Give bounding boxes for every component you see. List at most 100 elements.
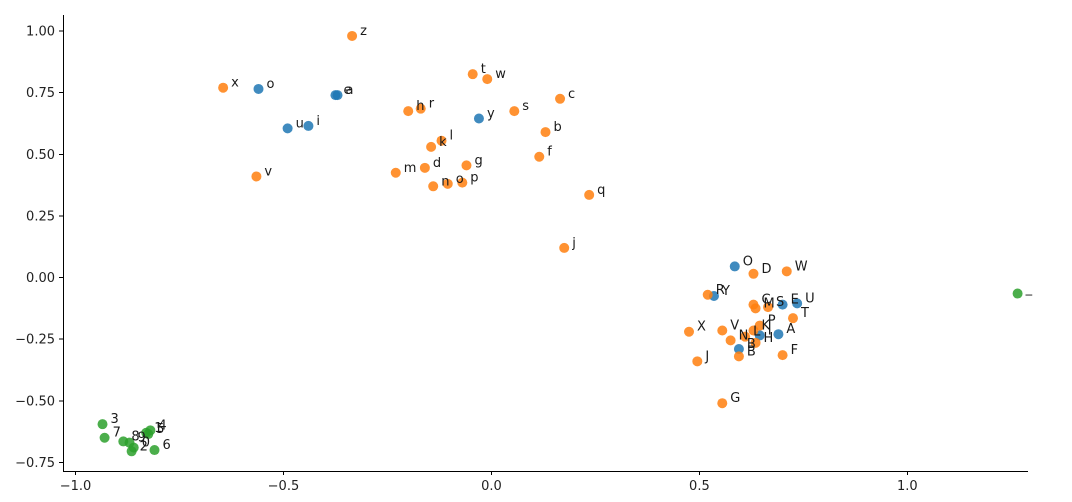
scatter-point [126,446,137,457]
scatter-point [692,356,703,367]
point-label: U [805,291,815,306]
scatter-point [777,350,788,361]
scatter-point [332,90,343,101]
point-label: a [346,83,354,98]
scatter-point [251,171,262,182]
point-label: _ [1025,282,1033,297]
scatter-point [750,337,761,348]
scatter-point [781,266,792,277]
point-label: 3 [111,412,119,427]
point-label: i [316,114,320,129]
point-label: b [554,120,562,135]
point-label: f [547,145,552,160]
x-tick-label: −0.5 [268,479,300,494]
x-tick-label: 0.0 [481,479,502,494]
point-label: d [433,156,441,171]
point-label: P [768,314,776,329]
scatter-point [436,135,447,146]
point-label: g [474,153,482,168]
y-tick-label: −0.75 [15,456,55,471]
point-label: p [470,171,478,186]
point-label: G [730,391,740,406]
scatter-point [145,425,156,436]
scatter-point [403,106,414,117]
point-label: r [429,97,435,112]
point-label: j [571,236,576,251]
point-label: E [791,293,799,308]
point-label: M [764,296,775,311]
point-label: H [764,331,774,346]
point-label: e [343,83,351,98]
scatter-point [725,335,736,346]
point-label: t [481,62,486,77]
scatter-point [740,331,751,342]
scatter-point [467,69,478,80]
point-label: h [416,99,424,114]
scatter-point [733,343,744,354]
point-label: S [776,295,784,310]
scatter-point [717,325,728,336]
point-label: X [697,320,706,335]
point-label: o [456,172,464,187]
scatter-point [390,167,401,178]
point-label: z [360,24,367,39]
point-label: 5 [156,422,164,437]
scatter-point [717,398,728,409]
scatter-point [684,326,695,337]
point-label: Y [721,284,730,299]
point-label: o [266,77,274,92]
point-label: 4 [158,418,166,433]
point-label: A [786,322,795,337]
scatter-point [149,445,160,456]
scatter-point [748,268,759,279]
scatter-point [584,189,595,200]
point-label: B [747,337,756,352]
point-label: D [761,262,771,277]
scatter-point [787,313,798,324]
x-axis-ticks: −1.0 −0.5 0.0 0.5 1.0 [60,471,918,494]
data-points [97,30,1023,457]
scatter-point [509,106,520,117]
scatter-point [534,151,545,162]
scatter-point [415,103,426,114]
scatter-point [777,299,788,310]
scatter-point [473,113,484,124]
x-tick-label: −1.0 [60,479,92,494]
scatter-point [555,93,566,104]
point-label: R [716,283,725,298]
point-label: 2 [140,439,148,454]
point-label: y [487,107,495,122]
scatter-point [426,141,437,152]
scatter-point [763,302,774,313]
scatter-point [748,325,759,336]
scatter-point [733,351,744,362]
scatter-point [97,419,108,430]
scatter-point [461,160,472,171]
scatter-point [540,127,551,138]
scatter-point [303,120,314,131]
point-label: c [568,87,575,102]
point-label: J [704,349,709,364]
scatter-point [99,432,110,443]
scatter-point [457,177,468,188]
point-label: k [439,135,447,150]
y-axis-ticks: 1.00 0.75 0.50 0.25 0.00 −0.25 −0.50 −0.75 [15,25,63,471]
y-tick-label: 0.00 [26,271,55,286]
point-label: 8 [131,429,139,444]
scatter-point [253,83,264,94]
y-tick-label: −0.25 [15,333,55,348]
scatter-point [702,289,713,300]
scatter-point [792,298,803,309]
y-tick-label: 0.75 [26,86,55,101]
point-label: 6 [163,438,171,453]
point-label: v [264,164,272,179]
x-tick-label: 1.0 [897,479,918,494]
point-label: I [768,323,772,338]
point-label: 0 [142,436,150,451]
y-tick-label: 0.50 [26,148,55,163]
scatter-point [559,242,570,253]
point-label: s [522,99,529,114]
scatter-point [442,178,453,189]
